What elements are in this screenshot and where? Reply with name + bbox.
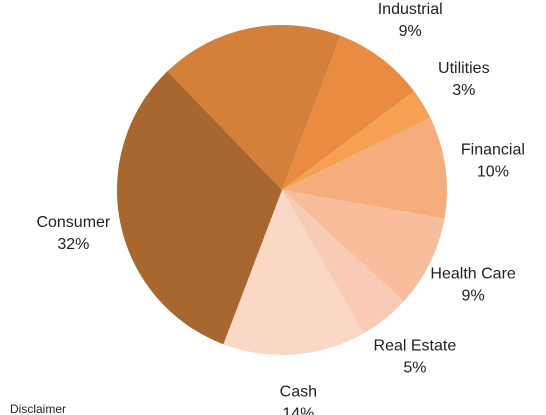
pie-slice <box>282 190 445 302</box>
slice-label: Health Care <box>430 265 515 282</box>
slice-value-label: 14% <box>282 406 314 415</box>
pie-slice <box>282 35 415 190</box>
slice-value-label: 10% <box>477 164 509 181</box>
pie-slice <box>282 91 431 190</box>
pie-slice <box>282 117 447 219</box>
slice-value-label: 9% <box>399 23 422 40</box>
slice-label: Industrial <box>378 1 443 18</box>
slice-label: Real Estate <box>374 338 457 355</box>
slice-label: Consumer <box>36 214 110 231</box>
slice-value-label: 3% <box>452 82 475 99</box>
slice-value-label: 5% <box>403 360 426 377</box>
pie-slice <box>167 24 341 190</box>
pie-slice <box>223 190 364 356</box>
slice-label: Utilities <box>438 60 490 77</box>
slice-label: Financial <box>461 142 525 159</box>
pie-slice <box>116 71 282 345</box>
slice-value-label: 18% <box>223 0 255 2</box>
slice-value-label: 32% <box>57 236 89 253</box>
pie-slice <box>282 190 404 334</box>
slice-label: Cash <box>280 384 317 401</box>
footnote: Disclaimer <box>10 402 66 415</box>
slice-value-label: 9% <box>462 287 485 304</box>
